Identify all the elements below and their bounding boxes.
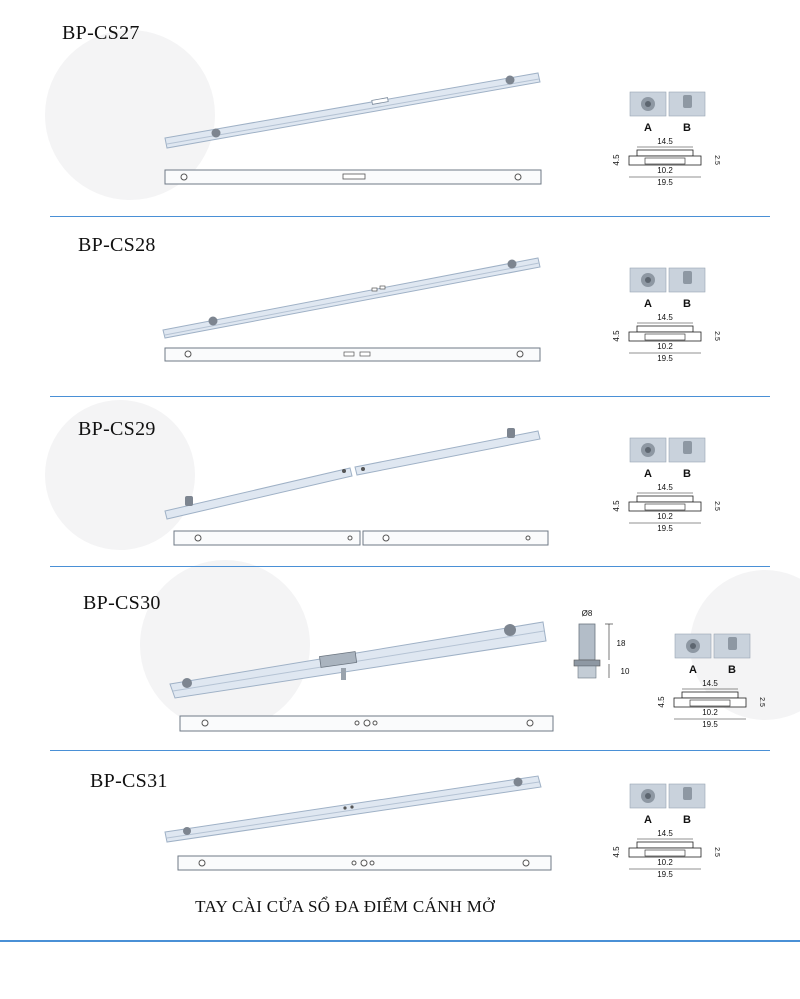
bar-angled-view-left <box>164 467 353 520</box>
spec-label-a: A <box>689 664 697 676</box>
product-code: BP-CS29 <box>78 418 156 440</box>
product-section-cs30: BP-CS30 Ø8 18 10 A B 14.5 1 <box>0 566 800 750</box>
bar-illustration <box>162 257 541 362</box>
footer-title: TAY CÀI CỬA SỔ ĐA ĐIỂM CÁNH MỞ <box>195 897 495 916</box>
spec-dim-left: 4.5 <box>612 846 621 858</box>
spec-dim-left: 4.5 <box>612 500 621 512</box>
bar-illustration <box>164 428 549 546</box>
bar-top-view-right <box>362 530 549 546</box>
product-code: BP-CS31 <box>90 770 168 792</box>
spec-dim-bottom: 19.5 <box>657 178 673 187</box>
spec-label-a: A <box>644 122 652 134</box>
spec-dim-right: 2.5 <box>713 847 720 857</box>
spec-dim-bottom: 19.5 <box>657 870 673 879</box>
bar-stud <box>507 259 517 269</box>
bar-angled-view-right <box>354 430 541 476</box>
spec-dim-right: 2.5 <box>713 501 720 511</box>
bar-stud <box>208 316 218 326</box>
pin-base-label: 10 <box>621 667 630 676</box>
bar-stud <box>504 624 516 636</box>
bar-slot <box>371 97 389 105</box>
spec-dim-inner: 10.2 <box>657 858 673 867</box>
spec-dim-left: 4.5 <box>612 154 621 166</box>
spec-dim-top: 14.5 <box>657 137 673 146</box>
spec-diagram: A B 14.5 10.2 19.5 4.5 2.5 <box>612 437 720 533</box>
bar-angled-view <box>169 621 547 699</box>
spec-dim-top: 14.5 <box>657 829 673 838</box>
spec-dim-top: 14.5 <box>657 483 673 492</box>
background-circle <box>140 560 310 730</box>
spec-dim-left: 4.5 <box>657 696 666 708</box>
spec-diagram: A B 14.5 10.2 19.5 4.5 2.5 <box>612 91 720 187</box>
bar-stud <box>507 428 515 438</box>
bar-stud <box>185 496 193 506</box>
pin-base <box>577 665 597 679</box>
bar-angled-view <box>162 257 541 339</box>
bar-illustration <box>169 621 554 732</box>
bar-stud <box>505 75 515 85</box>
product-section-cs31: BP-CS31 A B 14.5 10.2 19.5 4.5 2.5 <box>0 750 800 880</box>
spec-label-a: A <box>644 468 652 480</box>
spec-dim-inner: 10.2 <box>702 708 718 717</box>
bar-stud <box>182 678 192 688</box>
bar-top-view-left <box>173 530 361 546</box>
section-divider <box>50 750 770 751</box>
spec-dim-inner: 10.2 <box>657 342 673 351</box>
spec-label-b: B <box>683 814 691 826</box>
bar-illustration <box>164 72 542 185</box>
pin-height-label: 18 <box>617 639 626 648</box>
spec-label-a: A <box>644 298 652 310</box>
spec-dim-bottom: 19.5 <box>657 354 673 363</box>
bar-stud <box>211 128 221 138</box>
bar-illustration <box>164 775 552 871</box>
product-code: BP-CS28 <box>78 234 156 256</box>
spec-label-b: B <box>728 664 736 676</box>
bar-angled-view <box>164 775 542 843</box>
bar-handle-bracket <box>319 651 358 668</box>
spec-dim-top: 14.5 <box>702 679 718 688</box>
spec-diagram: A B 14.5 10.2 19.5 4.5 2.5 <box>612 783 720 879</box>
spec-dim-left: 4.5 <box>612 330 621 342</box>
section-divider <box>50 216 770 217</box>
spec-dim-inner: 10.2 <box>657 166 673 175</box>
spec-label-b: B <box>683 122 691 134</box>
spec-label-b: B <box>683 468 691 480</box>
pin-collar <box>573 659 601 667</box>
background-circle <box>45 400 195 550</box>
spec-dim-top: 14.5 <box>657 313 673 322</box>
bar-stud <box>513 777 523 787</box>
pin-shaft <box>578 623 596 661</box>
spec-label-a: A <box>644 814 652 826</box>
product-section-cs28: BP-CS28 A B 14.5 10.2 19.5 4.5 2.5 <box>0 216 800 396</box>
footer-divider <box>0 940 800 942</box>
product-code: BP-CS30 <box>83 592 161 614</box>
spec-dim-right: 2.5 <box>713 155 720 165</box>
bar-stud <box>183 827 191 835</box>
bar-angled-view <box>164 72 541 149</box>
section-divider <box>50 396 770 397</box>
product-code: BP-CS27 <box>62 22 140 44</box>
pin-diagram: Ø8 18 10 <box>573 609 630 679</box>
spec-dim-bottom: 19.5 <box>657 524 673 533</box>
product-section-cs27: BP-CS27 A B 14.5 10.2 19.5 4.5 2.5 <box>0 0 800 216</box>
spec-dim-right: 2.5 <box>713 331 720 341</box>
pin-diameter-label: Ø8 <box>582 609 593 618</box>
section-divider <box>50 566 770 567</box>
spec-dim-bottom: 19.5 <box>702 720 718 729</box>
spec-label-b: B <box>683 298 691 310</box>
spec-diagram: A B 14.5 10.2 19.5 4.5 2.5 <box>612 267 720 363</box>
spec-diagram: A B 14.5 10.2 19.5 4.5 2.5 <box>657 633 765 729</box>
spec-dim-inner: 10.2 <box>657 512 673 521</box>
spec-dim-right: 2.5 <box>758 697 765 707</box>
product-section-cs29: BP-CS29 A B 14.5 10.2 19.5 4.5 2.5 <box>0 396 800 566</box>
